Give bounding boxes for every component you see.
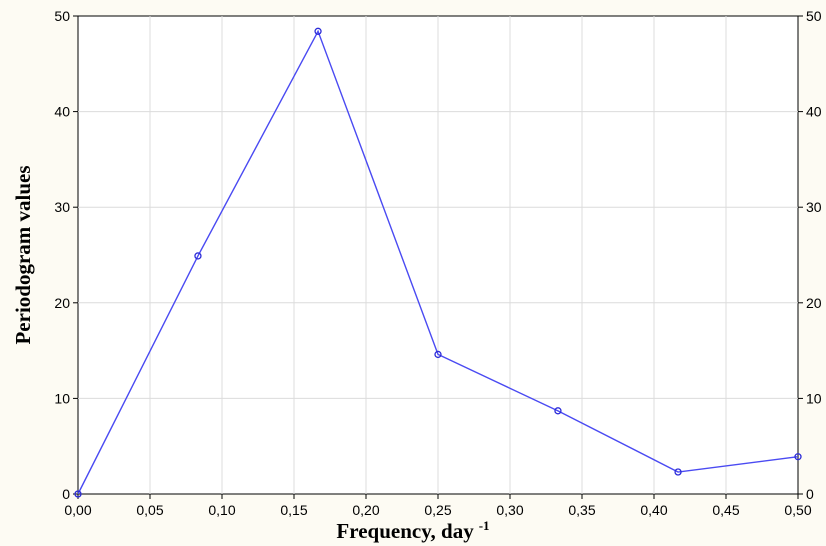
x-tick-label: 0,20 <box>352 502 379 518</box>
x-tick-label: 0,15 <box>280 502 307 518</box>
y-tick-label-left: 50 <box>54 8 70 24</box>
data-point <box>434 350 442 359</box>
x-tick-label: 0,45 <box>712 502 739 518</box>
data-point <box>554 407 562 415</box>
y-tick-label-left: 30 <box>54 199 70 215</box>
x-tick-label: 0,30 <box>496 502 523 518</box>
series-line-group <box>74 27 802 498</box>
x-tick-label: 0,35 <box>568 502 595 518</box>
x-tick-label: 0,10 <box>208 502 235 518</box>
y-tick-label-left: 20 <box>54 295 70 311</box>
y-tick-label-right: 30 <box>806 199 822 215</box>
x-tick-label: 0,00 <box>64 502 91 518</box>
y-axis-title: Periodogram values <box>11 165 35 344</box>
data-point <box>314 27 322 35</box>
x-axis-title: Frequency, day -1 <box>336 518 489 543</box>
data-point <box>194 252 202 260</box>
y-axis-right-ticks: 0 10 20 30 40 50 <box>798 8 822 502</box>
x-tick-label: 0,40 <box>640 502 667 518</box>
y-tick-label-right: 0 <box>806 486 814 502</box>
x-tick-label: 0,05 <box>136 502 163 518</box>
y-tick-label-right: 10 <box>806 390 822 406</box>
y-tick-label-right: 50 <box>806 8 822 24</box>
grid-lines <box>78 16 798 494</box>
y-tick-label-right: 20 <box>806 295 822 311</box>
x-axis-label-superscript: -1 <box>479 518 490 533</box>
x-tick-label: 0,50 <box>784 502 811 518</box>
data-point <box>674 468 682 476</box>
data-point <box>794 453 802 461</box>
data-point <box>74 490 82 498</box>
y-axis-left-ticks: 0 10 20 30 40 50 <box>54 8 78 502</box>
y-tick-label-left: 0 <box>62 486 70 502</box>
x-axis-label: Frequency, day <box>336 519 474 543</box>
y-tick-label-right: 40 <box>806 104 822 120</box>
y-tick-label-left: 40 <box>54 104 70 120</box>
series-line <box>77 29 799 495</box>
y-tick-label-left: 10 <box>54 390 70 406</box>
x-tick-label: 0,25 <box>424 502 451 518</box>
x-axis-ticks: 0,00 0,05 0,10 0,15 0,20 0,25 0,30 0,35 0,40 0,45… <box>64 494 812 518</box>
